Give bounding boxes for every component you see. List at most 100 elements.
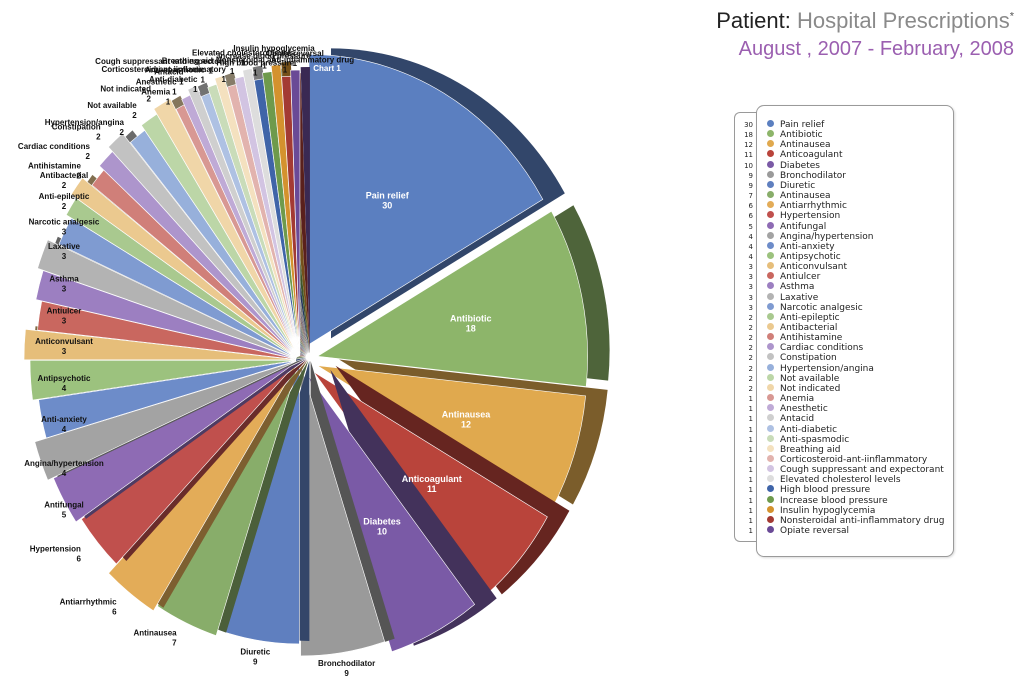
legend-item-anti-epileptic: Anti-epileptic [767, 312, 840, 323]
legend-swatch [767, 312, 774, 320]
legend-label: Anti-epileptic [780, 312, 840, 323]
legend-swatch [767, 515, 774, 523]
legend: Pain relief Antibiotic Antinausea Anticoagu… [756, 105, 954, 557]
legend-label: Antihistamine [780, 333, 843, 344]
slice-value-antiarrhythmic: 6 [112, 607, 117, 616]
legend-label: Breathing aid [780, 444, 841, 455]
legend-label: Elevated cholesterol levels [780, 475, 901, 486]
slice-bronchodilator [300, 363, 386, 657]
legend-count-anesthetic: 1 [748, 405, 753, 414]
slice-value-not-indicated: 2 [147, 95, 152, 104]
legend-label: Not indicated [780, 383, 841, 394]
slice-breathing-aid [214, 75, 300, 357]
slice-hypertension [80, 362, 298, 565]
slice-value-increase-blood-pressure: 1 [262, 61, 267, 70]
legend-label: Pain relief [780, 120, 825, 130]
slice-label-anti-spasmodic: Anti-spasmodic [145, 66, 206, 75]
legend-swatch [767, 526, 774, 533]
slice-anticonvulsant [23, 328, 297, 361]
legend-count-antipsychotic: 4 [748, 252, 753, 261]
legend-label: Cardiac conditions [780, 343, 864, 354]
legend-label: Antibacterial [780, 323, 838, 333]
legend-count-diabetes: 10 [744, 161, 753, 170]
legend-item-anti-spasmodic: Anti-spasmodic [767, 434, 849, 445]
legend-label: Angina/hypertension [780, 231, 874, 242]
legend-item-pain-relief: Pain relief [767, 120, 824, 130]
slice-antibiotic [316, 210, 588, 387]
legend-label: Anti-diabetic [780, 424, 838, 435]
legend-count-bronchodilator: 9 [748, 171, 753, 180]
slice-antifungal [53, 361, 297, 523]
slice-label-antipsychotic: Antipsychotic [38, 374, 91, 383]
slice-value-narcotic-analgesic: 3 [62, 228, 67, 237]
slice-angina-hypertension [34, 361, 297, 481]
legend-count-cardiac-conditions: 2 [748, 344, 753, 353]
slice-value-bronchodilator: 9 [344, 669, 349, 678]
slice-value-hypertension: 6 [76, 555, 81, 564]
slice-value-antibiotic: 18 [466, 323, 476, 333]
legend-swatch [767, 231, 774, 239]
legend-count-angina-hypertension: 4 [748, 232, 753, 241]
legend-label: Anti-anxiety [780, 241, 835, 252]
legend-swatch [767, 363, 774, 371]
slice-antacid [187, 85, 299, 357]
slice-label-not-available: Not available [87, 101, 137, 110]
legend-swatch [767, 404, 774, 412]
legend-count-not-available: 2 [748, 374, 753, 383]
legend-swatch [767, 130, 774, 138]
slice-antibacterial [70, 177, 297, 358]
legend-item-antibacterial: Antibacterial [767, 323, 837, 333]
slice-value-antacid: 1 [179, 78, 184, 87]
legend-label: Anticonvulsant [780, 262, 848, 273]
legend-label: Antiulcer [780, 272, 821, 283]
legend-label: Nonsteroidal anti-inflammatory drug [780, 515, 945, 526]
legend-label: Opiate reversal [780, 526, 850, 536]
legend-item-antinausea: Antinausea [767, 191, 831, 201]
legend-count-anticoagulant: 11 [744, 151, 753, 160]
legend-swatch [767, 201, 774, 209]
legend-swatch [767, 191, 774, 199]
legend-count-increase-blood-pressure: 1 [748, 496, 753, 505]
legend-count-antinausea: 12 [744, 141, 753, 150]
slice-label-antifungal: Antifungal [44, 500, 84, 509]
legend-item-hypertension-angina: Hypertension/angina [767, 363, 874, 374]
slice-value-diabetes: 10 [377, 526, 387, 536]
slice-label-high-blood-pressure: High blood pressure [216, 59, 294, 68]
legend-item-asthma: Asthma [767, 282, 814, 292]
slice-elevated-cholesterol-levels [242, 68, 300, 357]
legend-swatch [767, 160, 774, 168]
legend-item-diuretic: Diuretic [767, 180, 815, 191]
legend-swatch [767, 272, 774, 280]
legend-count-cough-suppressant-and-expectorant: 1 [748, 466, 753, 475]
legend-count-laxative: 3 [748, 293, 753, 302]
legend-item-antibiotic: Antibiotic [767, 130, 823, 140]
legend-count-high-blood-pressure: 1 [748, 486, 753, 495]
legend-label: Anesthetic [780, 404, 828, 415]
slice-label-breathing-aid: Breathing aid [162, 57, 213, 66]
slice-label-antiulcer: Antiulcer [47, 306, 82, 315]
legend-item-high-blood-pressure: High blood pressure [767, 485, 870, 495]
slice-value-anticoagulant: 11 [427, 484, 437, 494]
slice-laxative [37, 239, 297, 359]
legend-item-hypertension: Hypertension [767, 211, 840, 221]
legend-label: Increase blood pressure [780, 495, 888, 506]
slice-value-breathing-aid: 1 [208, 67, 213, 76]
legend-item-corticosteroid-ant-iinflammatory: Corticosteroid-ant-iinflammatory [767, 454, 928, 465]
legend-count-anti-anxiety: 4 [748, 242, 753, 251]
legend-item-antiulcer: Antiulcer [767, 272, 820, 282]
legend-item-antifungal: Antifungal [767, 221, 826, 232]
legend-swatch [767, 414, 774, 422]
legend-label: Antibiotic [780, 130, 823, 141]
slice-label-elevated-cholesterol-levels: Elevated cholesterol levels [192, 49, 295, 58]
legend-label: Corticosteroid-ant-iinflammatory [780, 454, 928, 465]
legend-label: Narcotic analgesic [780, 302, 863, 313]
legend-counts-panel: 30 18 12 11 10 9 9 7 6 6 5 4 4 4 3 3 3 3 3 2 2 2 2 2 2 2 2 1 1 1 1 1 1 1 1… [734, 112, 757, 542]
legend-item-constipation: Constipation [767, 353, 837, 363]
legend-swatch [767, 120, 774, 127]
slice-value-nonsteroidal-anti-inflammatory-drug: 1 [283, 65, 288, 74]
legend-label: Antacid [780, 414, 815, 425]
legend-count-anti-epileptic: 2 [748, 313, 753, 322]
legend-label: Anemia [780, 394, 815, 405]
legend-swatch [767, 323, 774, 330]
legend-item-anemia: Anemia [767, 394, 814, 404]
